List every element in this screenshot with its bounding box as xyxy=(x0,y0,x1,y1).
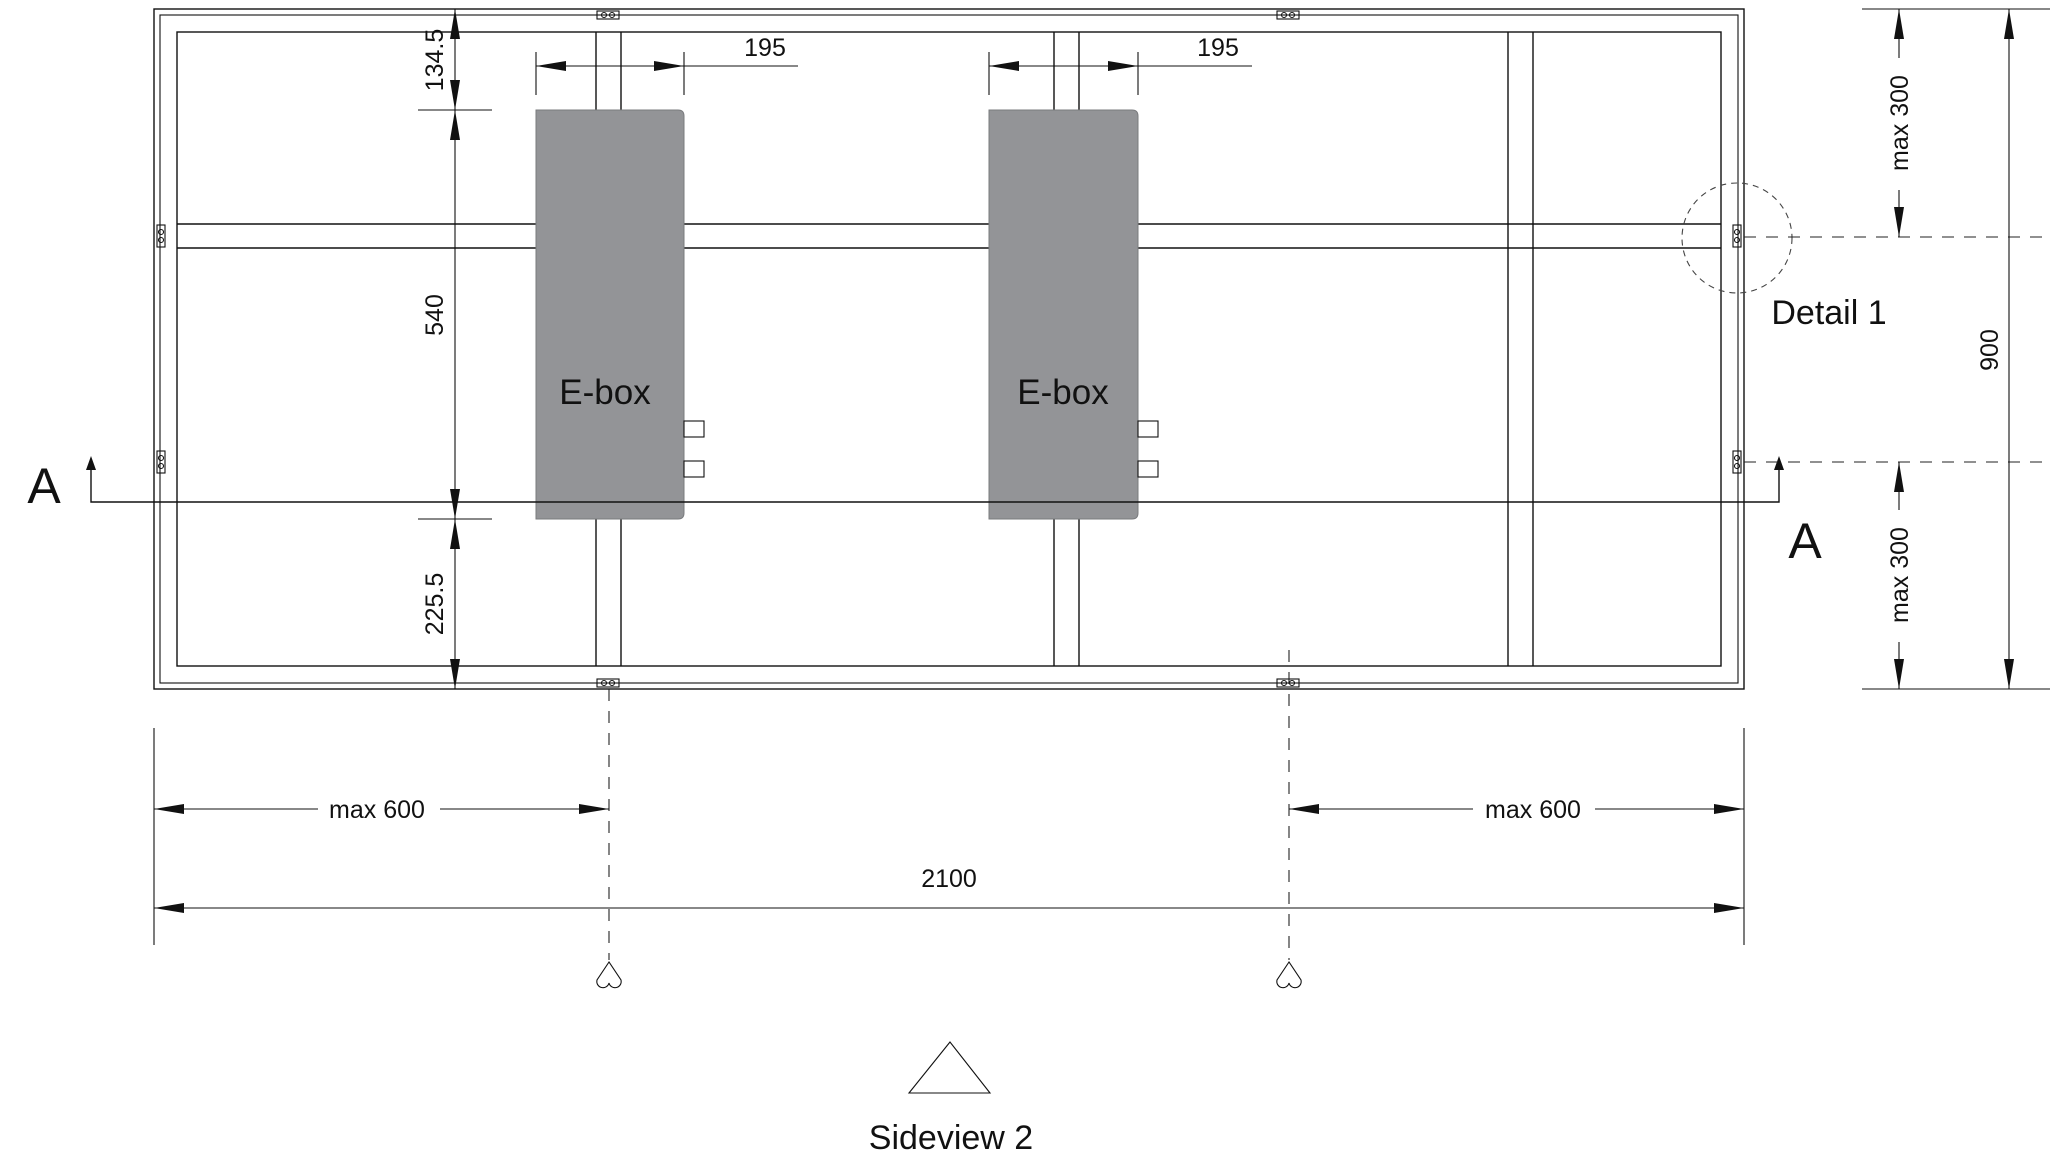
section-label-left: A xyxy=(27,458,61,514)
e-box-right: E-box xyxy=(988,109,1159,520)
detail-label: Detail 1 xyxy=(1771,294,1886,332)
dim-total-height-text: 900 xyxy=(1976,329,2004,371)
e-box-left: E-box xyxy=(535,109,705,520)
dim-max-bottom-text: max 300 xyxy=(1886,527,1914,623)
sideview-label: Sideview 2 xyxy=(869,1119,1033,1157)
dim-total-width-text: 2100 xyxy=(921,865,977,893)
support-symbol-right xyxy=(1276,961,1302,989)
e-box-left-label: E-box xyxy=(559,373,651,412)
sideview-marker: Sideview 2 xyxy=(869,1041,1033,1157)
mounting-clips xyxy=(156,10,1742,688)
e-box-right-label: E-box xyxy=(1017,373,1109,412)
horizontal-rail xyxy=(177,223,1721,249)
section-label-right: A xyxy=(1788,513,1822,569)
dim-ebox-width-right: 195 xyxy=(988,34,1252,95)
dim-ebox-height-text: 540 xyxy=(421,294,449,336)
dim-top-gap-text: 134.5 xyxy=(421,29,449,92)
support-symbol-left xyxy=(596,961,622,989)
dim-right-side: max 300 max 300 900 xyxy=(1744,8,2050,690)
dim-max-top-text: max 300 xyxy=(1886,75,1914,171)
panel-frame xyxy=(153,8,1745,690)
vertical-rail-right xyxy=(1507,32,1534,666)
dim-ebox-width-right-text: 195 xyxy=(1197,34,1239,62)
dim-ebox-width-left-text: 195 xyxy=(744,34,786,62)
dim-vertical-chain-left: 134.5 540 225.5 xyxy=(418,9,492,689)
dim-bottom: max 600 max 600 2100 xyxy=(153,728,1745,945)
section-line-a: A A xyxy=(27,456,1822,569)
dim-max-right-text: max 600 xyxy=(1485,796,1581,824)
detail-marker: Detail 1 xyxy=(1681,182,1887,332)
dim-bottom-gap-text: 225.5 xyxy=(421,573,449,636)
support-centerlines xyxy=(608,650,1290,960)
dim-max-left-text: max 600 xyxy=(329,796,425,824)
dim-ebox-width-left: 195 xyxy=(535,34,798,95)
